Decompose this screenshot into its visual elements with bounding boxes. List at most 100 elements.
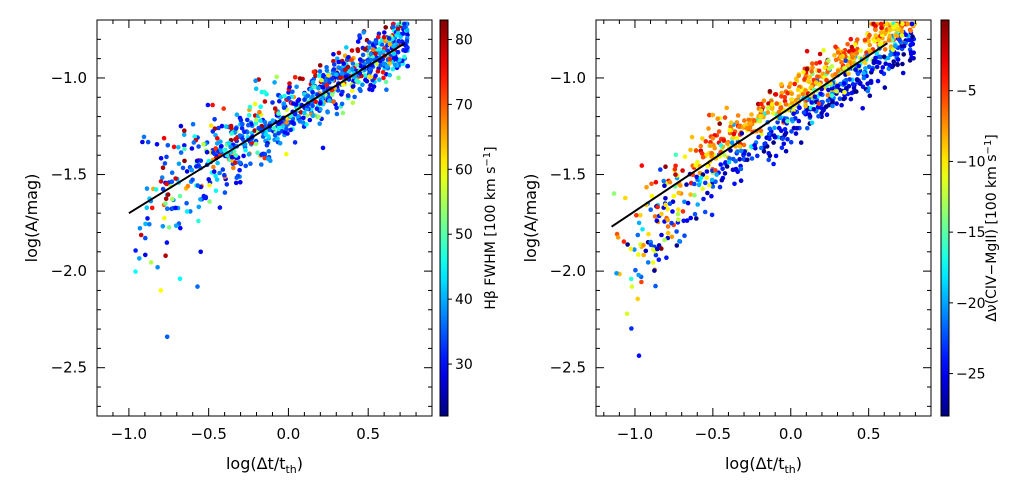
y-tick-label: −1.5 [51,166,87,184]
scatter-point [858,48,863,54]
scatter-point [320,95,326,100]
scatter-point [624,311,630,317]
scatter-point [239,126,245,131]
scatter-point [766,105,771,110]
scatter-point [798,140,804,145]
scatter-point [277,141,283,146]
scatter-point [654,218,660,223]
scatter-point [387,42,393,47]
scatter-point [237,133,243,138]
colorbar-tick-label: −10 [956,154,986,170]
scatter-point [256,125,262,131]
scatter-point [682,199,687,205]
scatter-point [778,106,783,111]
scatter-point [310,94,315,99]
scatter-point [198,249,203,255]
scatter-point [324,82,330,88]
scatter-point [360,82,365,87]
scatter-point [246,152,252,157]
scatter-point [217,170,222,176]
scatter-point [159,175,165,180]
scatter-point [373,73,378,78]
scatter-point [184,169,190,174]
scatter-point [350,84,356,89]
scatter-point [809,100,814,105]
scatter-point [758,114,764,119]
scatter-point [144,186,150,191]
scatter-point [688,147,693,153]
scatter-point [801,110,807,115]
colorbar-tick-label: 80 [455,32,473,48]
colorbar-tick-label: −5 [956,84,977,100]
scatter-point [700,154,706,160]
scatter-point [280,124,286,129]
scatter-point [702,209,708,215]
scatter-point [767,126,773,132]
scatter-point [715,116,720,121]
colorbar-tick-label: 70 [455,97,473,113]
scatter-point [158,288,164,293]
scatter-point [809,61,815,66]
scatter-point [887,33,893,39]
scatter-point [865,81,870,86]
scatter-point [901,43,907,49]
colorbar [439,19,449,417]
scatter-point [710,112,716,118]
scatter-point [795,87,801,93]
scatter-point [826,58,831,63]
x-tick-label: 0.0 [276,425,300,443]
scatter-point [386,36,392,41]
scatter-point [253,78,258,83]
scatter-point [712,145,717,151]
scatter-point [271,125,277,131]
scatter-point [909,38,914,43]
scatter-point [876,37,881,43]
scatter-point [344,45,349,50]
scatter-point [402,21,407,27]
scatter-point [376,34,381,40]
y-tick-label: −1.0 [550,69,586,87]
scatter-point [766,131,772,137]
scatter-point [749,112,754,117]
scatter-point [832,53,837,58]
scatter-point [757,118,763,124]
scatter-point [695,159,700,165]
scatter-point [907,58,913,63]
scatter-point [395,30,401,36]
scatter-point [900,21,905,27]
scatter-point [320,85,326,90]
scatter-point [810,65,815,70]
scatter-point [650,247,656,252]
scatter-point [871,58,877,64]
scatter-point [345,93,351,98]
scatter-point [662,183,667,188]
scatter-point [233,180,239,186]
scatter-point [685,200,691,206]
scatter-point [771,161,776,167]
scatter-point [744,126,750,131]
scatter-point [204,149,210,155]
scatter-point [336,50,342,56]
scatter-point [873,33,878,38]
scatter-point [789,129,794,134]
scatter-point [358,88,363,94]
scatter-point [738,166,744,172]
y-tick-label: −1.5 [550,166,586,184]
scatter-point [387,72,393,78]
scatter-point [653,179,659,185]
colorbar-tick-label: 40 [455,292,473,308]
scatter-point [164,154,169,160]
scatter-point [245,117,250,123]
scatter-point [800,91,806,97]
scatter-point [387,56,393,62]
scatter-point [791,111,796,116]
scatter-point [705,164,710,169]
scatter-point [181,132,187,137]
scatter-point [310,89,315,95]
scatter-point [655,246,660,252]
scatter-point [700,136,705,141]
scatter-point [232,160,238,165]
scatter-point [879,25,884,31]
scatter-point [357,33,362,38]
